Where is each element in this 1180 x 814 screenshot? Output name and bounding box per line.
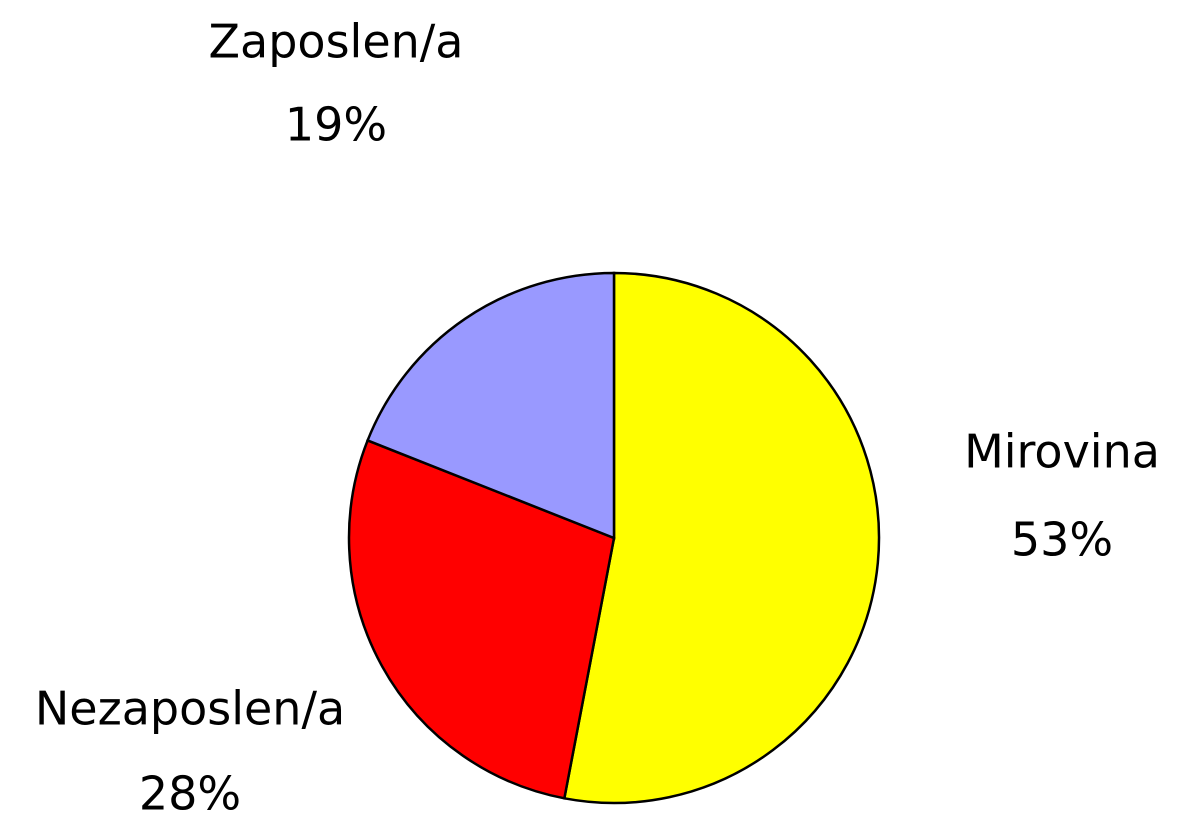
- slice-value-label: 19%: [285, 98, 387, 152]
- pie-slice: [365, 271, 616, 540]
- pie-slice: [347, 438, 616, 800]
- slice-label: Nezaposlen/a: [35, 682, 345, 736]
- slice-value-label: 28%: [139, 767, 241, 814]
- slice-value-label: 53%: [1011, 513, 1113, 567]
- slice-label: Zaposlen/a: [209, 15, 464, 69]
- slice-label: Mirovina: [964, 425, 1160, 479]
- pie-slice: [562, 271, 881, 805]
